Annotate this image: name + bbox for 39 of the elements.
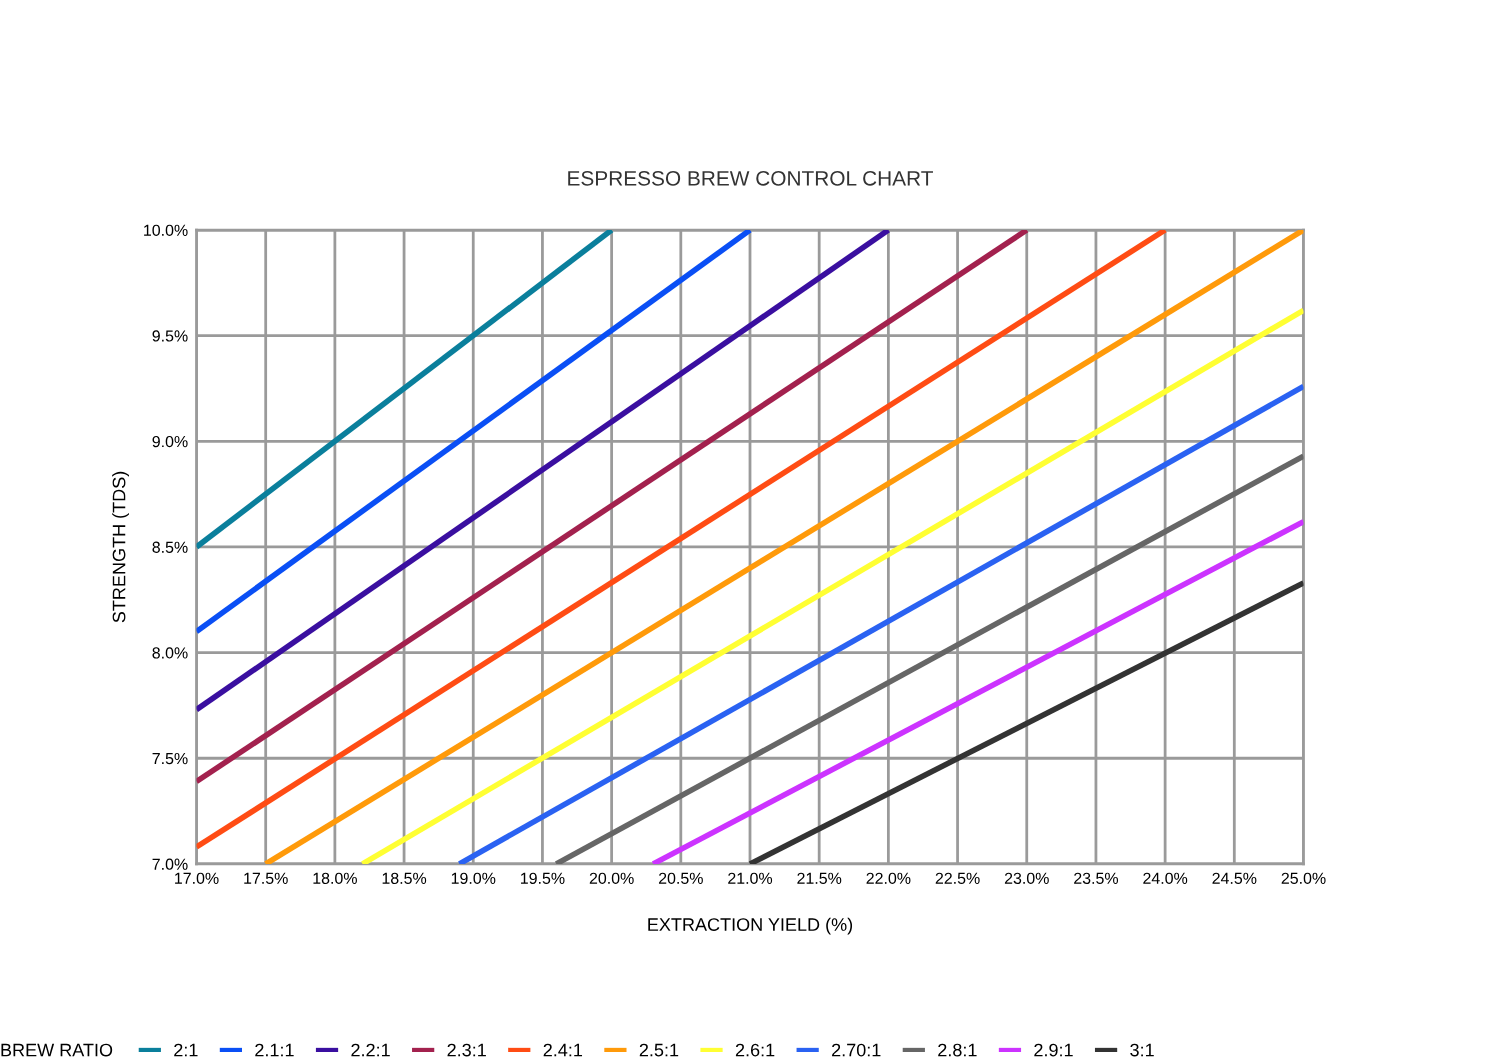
legend-label: 2.3:1 [447, 1043, 486, 1057]
legend-label: 2:1 [174, 1043, 198, 1057]
x-axis-title: EXTRACTION YIELD (%) [648, 917, 853, 935]
x-tick-label: 19.5% [521, 872, 565, 884]
y-axis-title: STRENGTH (TDS) [112, 471, 129, 623]
legend-label: 2.6:1 [735, 1043, 775, 1057]
x-tick-label: 25.0% [1281, 872, 1326, 884]
legend-label: 2.4:1 [543, 1043, 583, 1057]
y-tick-label: 10.0% [144, 224, 188, 236]
legend-label: 2.2:1 [351, 1043, 390, 1057]
y-tick-label: 9.0% [152, 435, 188, 448]
x-tick-label: 18.0% [313, 872, 357, 884]
legend-label: 2.1:1 [255, 1043, 294, 1057]
x-tick-label: 21.5% [797, 872, 842, 884]
legend-label: 2.9:1 [1034, 1043, 1073, 1057]
x-tick-label: 21.0% [728, 872, 773, 884]
y-tick-label: 8.0% [152, 647, 188, 659]
y-tick-label: 7.0% [152, 858, 188, 870]
x-tick-label: 17.5% [244, 872, 288, 884]
x-tick-label: 22.0% [866, 872, 911, 884]
legend-label: 2.5:1 [639, 1043, 679, 1057]
legend-label: 2.70:1 [832, 1043, 881, 1057]
x-tick-label: 18.5% [382, 872, 427, 884]
x-tick-label: 20.5% [658, 872, 703, 884]
x-tick-label: 23.0% [1004, 872, 1049, 884]
x-tick-label: 24.0% [1143, 872, 1188, 884]
x-tick-label: 19.0% [451, 872, 496, 884]
x-tick-label: 17.0% [175, 872, 219, 884]
legend-label: 3:1 [1130, 1043, 1154, 1057]
legend-title: BREW RATIO [1, 1043, 113, 1057]
y-tick-label: 7.5% [152, 752, 188, 765]
legend-label: 2.8:1 [938, 1043, 977, 1057]
x-tick-label: 22.5% [935, 872, 980, 884]
y-tick-label: 8.5% [152, 541, 188, 553]
x-tick-label: 20.0% [589, 872, 634, 884]
x-tick-label: 23.5% [1074, 872, 1119, 884]
x-tick-label: 24.5% [1212, 872, 1257, 884]
chart-title: ESPRESSO BREW CONTROL CHART [568, 170, 933, 186]
y-tick-label: 9.5% [152, 330, 188, 342]
